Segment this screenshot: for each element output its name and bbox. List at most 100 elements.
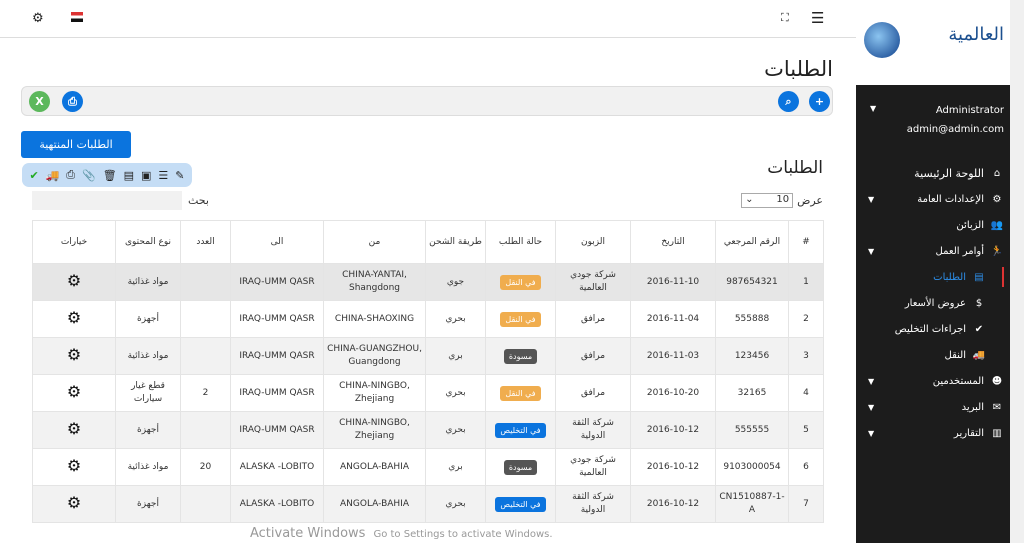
column-header[interactable]: الزبون	[555, 220, 631, 264]
table-cell: IRAQ-UMM QASR	[230, 411, 324, 449]
excel-export-button[interactable]: X	[29, 91, 50, 112]
column-header[interactable]: خيارات	[32, 220, 116, 264]
sidebar-item[interactable]: 🚚 النقل	[856, 342, 1010, 368]
edit-icon[interactable]: ✎	[175, 168, 185, 182]
table-cell: 7	[788, 485, 824, 523]
sidebar-item[interactable]: 🏃 أوامر العمل ▼	[856, 238, 1010, 264]
attach-icon[interactable]: 📎	[82, 168, 96, 182]
table-cell: ANGOLA-BAHIA	[323, 485, 426, 523]
logo-text: العالمية	[948, 24, 1004, 45]
finished-orders-button[interactable]: الطلبات المنتهية	[21, 131, 131, 158]
table-row[interactable]: 6 9103000054 2016-10-12 شركة جودي العالمية م…	[32, 448, 824, 486]
table-cell	[180, 411, 231, 449]
caret-down-icon[interactable]: ▼	[870, 104, 877, 113]
table-cell: 2016-10-12	[630, 411, 716, 449]
options-cell: ⚙	[32, 263, 116, 301]
print-button[interactable]: ⎙	[62, 91, 83, 112]
status-badge: مسودة	[503, 459, 538, 475]
table-cell: في النقل	[485, 263, 556, 301]
column-header[interactable]: التاريخ	[630, 220, 716, 264]
options-cell: ⚙	[32, 300, 116, 338]
table-cell: مواد غذائية	[115, 448, 181, 486]
table-cell: في النقل	[485, 300, 556, 338]
sidebar-item-label: اجراءات التخليص	[894, 323, 966, 335]
sidebar-item[interactable]: ☻ المستخدمين ▼	[856, 368, 1010, 394]
sidebar-item[interactable]: ▥ التقارير ▼	[856, 420, 1010, 446]
table-cell: 1	[788, 263, 824, 301]
approve-icon[interactable]: ✔	[29, 168, 39, 182]
column-header[interactable]: العدد	[180, 220, 231, 264]
sidebar-item-label: التقارير	[953, 427, 984, 439]
page-length-select[interactable]: 10 ⌄	[741, 193, 794, 208]
table-cell: 555888	[715, 300, 789, 338]
column-header[interactable]: حالة الطلب	[485, 220, 556, 264]
table-cell: 2016-10-12	[630, 485, 716, 523]
user-circle-icon: ☻	[991, 375, 1003, 387]
table-cell: مسودة	[485, 337, 556, 375]
gears-icon[interactable]: ⚙	[66, 418, 82, 438]
scrollbar[interactable]	[1010, 0, 1024, 543]
table-row[interactable]: 3 123456 2016-11-03 مرافق مسودة بري CHINA-GUAN…	[32, 337, 824, 375]
table-cell: CHINA-YANTAI, Shangdong	[323, 263, 426, 301]
column-header[interactable]: الرقم المرجعي	[715, 220, 789, 264]
column-header[interactable]: #	[788, 220, 824, 264]
gears-icon[interactable]: ⚙	[66, 381, 82, 401]
gears-icon[interactable]: ⚙	[66, 344, 82, 364]
table-cell: CHINA-SHAOXING	[323, 300, 426, 338]
toolbar: X ⎙ ⌕ +	[21, 86, 833, 116]
sidebar-item[interactable]: ▤ الطلبات	[856, 264, 1010, 290]
envelope-icon: ✉	[992, 401, 1002, 413]
truck-icon[interactable]: 🚚	[45, 168, 60, 182]
search-button[interactable]: ⌕	[778, 91, 799, 112]
user-info[interactable]: Administrator admin@admin.com	[907, 101, 1004, 139]
column-header[interactable]: الى	[230, 220, 324, 264]
column-header[interactable]: نوع المحتوى	[115, 220, 181, 264]
truck-icon: 🚚	[972, 349, 986, 361]
table-cell: ANGOLA-BAHIA	[323, 448, 426, 486]
search-label: بحث	[188, 194, 209, 207]
sidebar-item[interactable]: ⌂ اللوحة الرئيسية	[856, 160, 1010, 186]
trash-icon[interactable]: 🗑	[102, 168, 117, 182]
sidebar-item[interactable]: ⚙ الإعدادات العامة ▼	[856, 186, 1010, 212]
add-button[interactable]: +	[809, 91, 830, 112]
sidebar-item[interactable]: $ عروض الأسعار	[856, 290, 1010, 316]
table-cell: 123456	[715, 337, 789, 375]
gears-icon[interactable]: ⚙	[66, 307, 82, 327]
table-cell: 2016-11-10	[630, 263, 716, 301]
table-row[interactable]: 2 555888 2016-11-04 مرافق في النقل بحري CHINA-…	[32, 300, 824, 338]
hamburger-icon[interactable]: ☰	[811, 9, 825, 27]
column-header[interactable]: طريقة الشحن	[425, 220, 486, 264]
column-header[interactable]: من	[323, 220, 426, 264]
table-row[interactable]: 1 987654321 2016-11-10 شركة جودي العالمية في…	[32, 263, 824, 301]
home-icon: ⌂	[993, 167, 1001, 179]
caret-down-icon: ▼	[868, 402, 875, 412]
sidebar-item[interactable]: 👥 الزبائن	[856, 212, 1010, 238]
sidebar-item[interactable]: ✉ البريد ▼	[856, 394, 1010, 420]
table-cell: أجهزة	[115, 300, 181, 338]
egypt-flag-icon[interactable]	[71, 12, 83, 22]
table-cell: قطع غيار سيارات	[115, 374, 181, 412]
gear-icon[interactable]: ⚙	[32, 11, 44, 26]
calendar-icon[interactable]: ▤	[123, 168, 135, 182]
watermark-title: Activate Windows	[250, 526, 366, 541]
options-cell: ⚙	[32, 337, 116, 375]
sidebar-item[interactable]: ✔ اجراءات التخليص	[856, 316, 1010, 342]
table-cell: جوي	[425, 263, 486, 301]
table-row[interactable]: 7 CN1510887-1-A 2016-10-12 شركة الثقة الدول…	[32, 485, 824, 523]
table-cell: أجهزة	[115, 485, 181, 523]
gears-icon[interactable]: ⚙	[66, 270, 82, 290]
list-icon[interactable]: ☰	[158, 168, 169, 182]
orders-table: # الرقم المرجعي التاريخ الزبون حالة الطلب طري…	[32, 220, 824, 523]
print-icon[interactable]: ⎙	[66, 168, 76, 181]
fullscreen-icon[interactable]: ⛶	[781, 11, 789, 24]
table-cell: في التخليص	[485, 411, 556, 449]
table-cell: بري	[425, 337, 486, 375]
gears-icon[interactable]: ⚙	[66, 455, 82, 475]
table-row[interactable]: 4 32165 2016-10-20 مرافق في النقل بحري CHINA-N…	[32, 374, 824, 412]
gears-icon[interactable]: ⚙	[66, 492, 82, 512]
table-cell: مرافق	[555, 300, 631, 338]
search-input[interactable]	[32, 191, 182, 210]
table-cell: بري	[425, 448, 486, 486]
money-icon[interactable]: ▣	[141, 168, 152, 182]
table-row[interactable]: 5 555555 2016-10-12 شركة الثقة الدولية في ال…	[32, 411, 824, 449]
